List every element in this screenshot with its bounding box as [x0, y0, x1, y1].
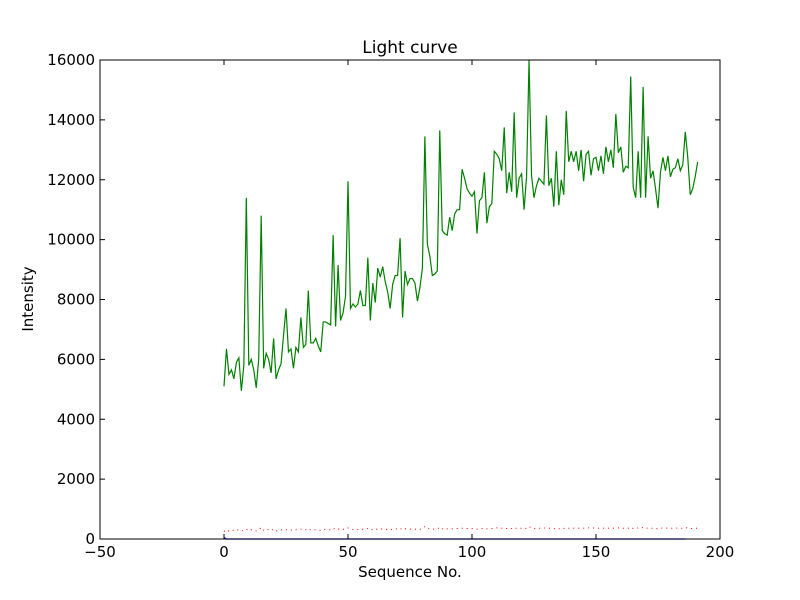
y-tick-label: 14000	[47, 111, 95, 129]
x-axis: −50 0 50 100 150 200	[84, 60, 734, 561]
chart-title: Light curve	[362, 38, 457, 58]
x-tick-label: 100	[458, 543, 487, 561]
y-tick-label: 0	[85, 530, 95, 548]
plot-frame	[99, 59, 721, 540]
y-tick-label: 4000	[57, 410, 95, 428]
x-tick-label: 150	[582, 543, 611, 561]
plot-series	[223, 59, 699, 540]
x-tick-label: 200	[706, 543, 735, 561]
x-tick-label: 0	[219, 543, 229, 561]
y-tick-label: 8000	[57, 291, 95, 309]
x-tick-label: 50	[338, 543, 357, 561]
x-axis-label: Sequence No.	[358, 563, 462, 581]
y-tick-label: 16000	[47, 51, 95, 69]
y-tick-label: 6000	[57, 350, 95, 368]
y-tick-label: 10000	[47, 231, 95, 249]
y-tick-label: 12000	[47, 171, 95, 189]
series-line-0	[223, 59, 699, 391]
y-tick-label: 2000	[57, 470, 95, 488]
y-axis: 0 2000 4000 6000 8000 10000 12000 14000 16000	[47, 51, 720, 548]
x-tick-label: −50	[84, 543, 116, 561]
series-line-1	[223, 525, 698, 532]
y-axis-label: Intensity	[19, 266, 37, 331]
